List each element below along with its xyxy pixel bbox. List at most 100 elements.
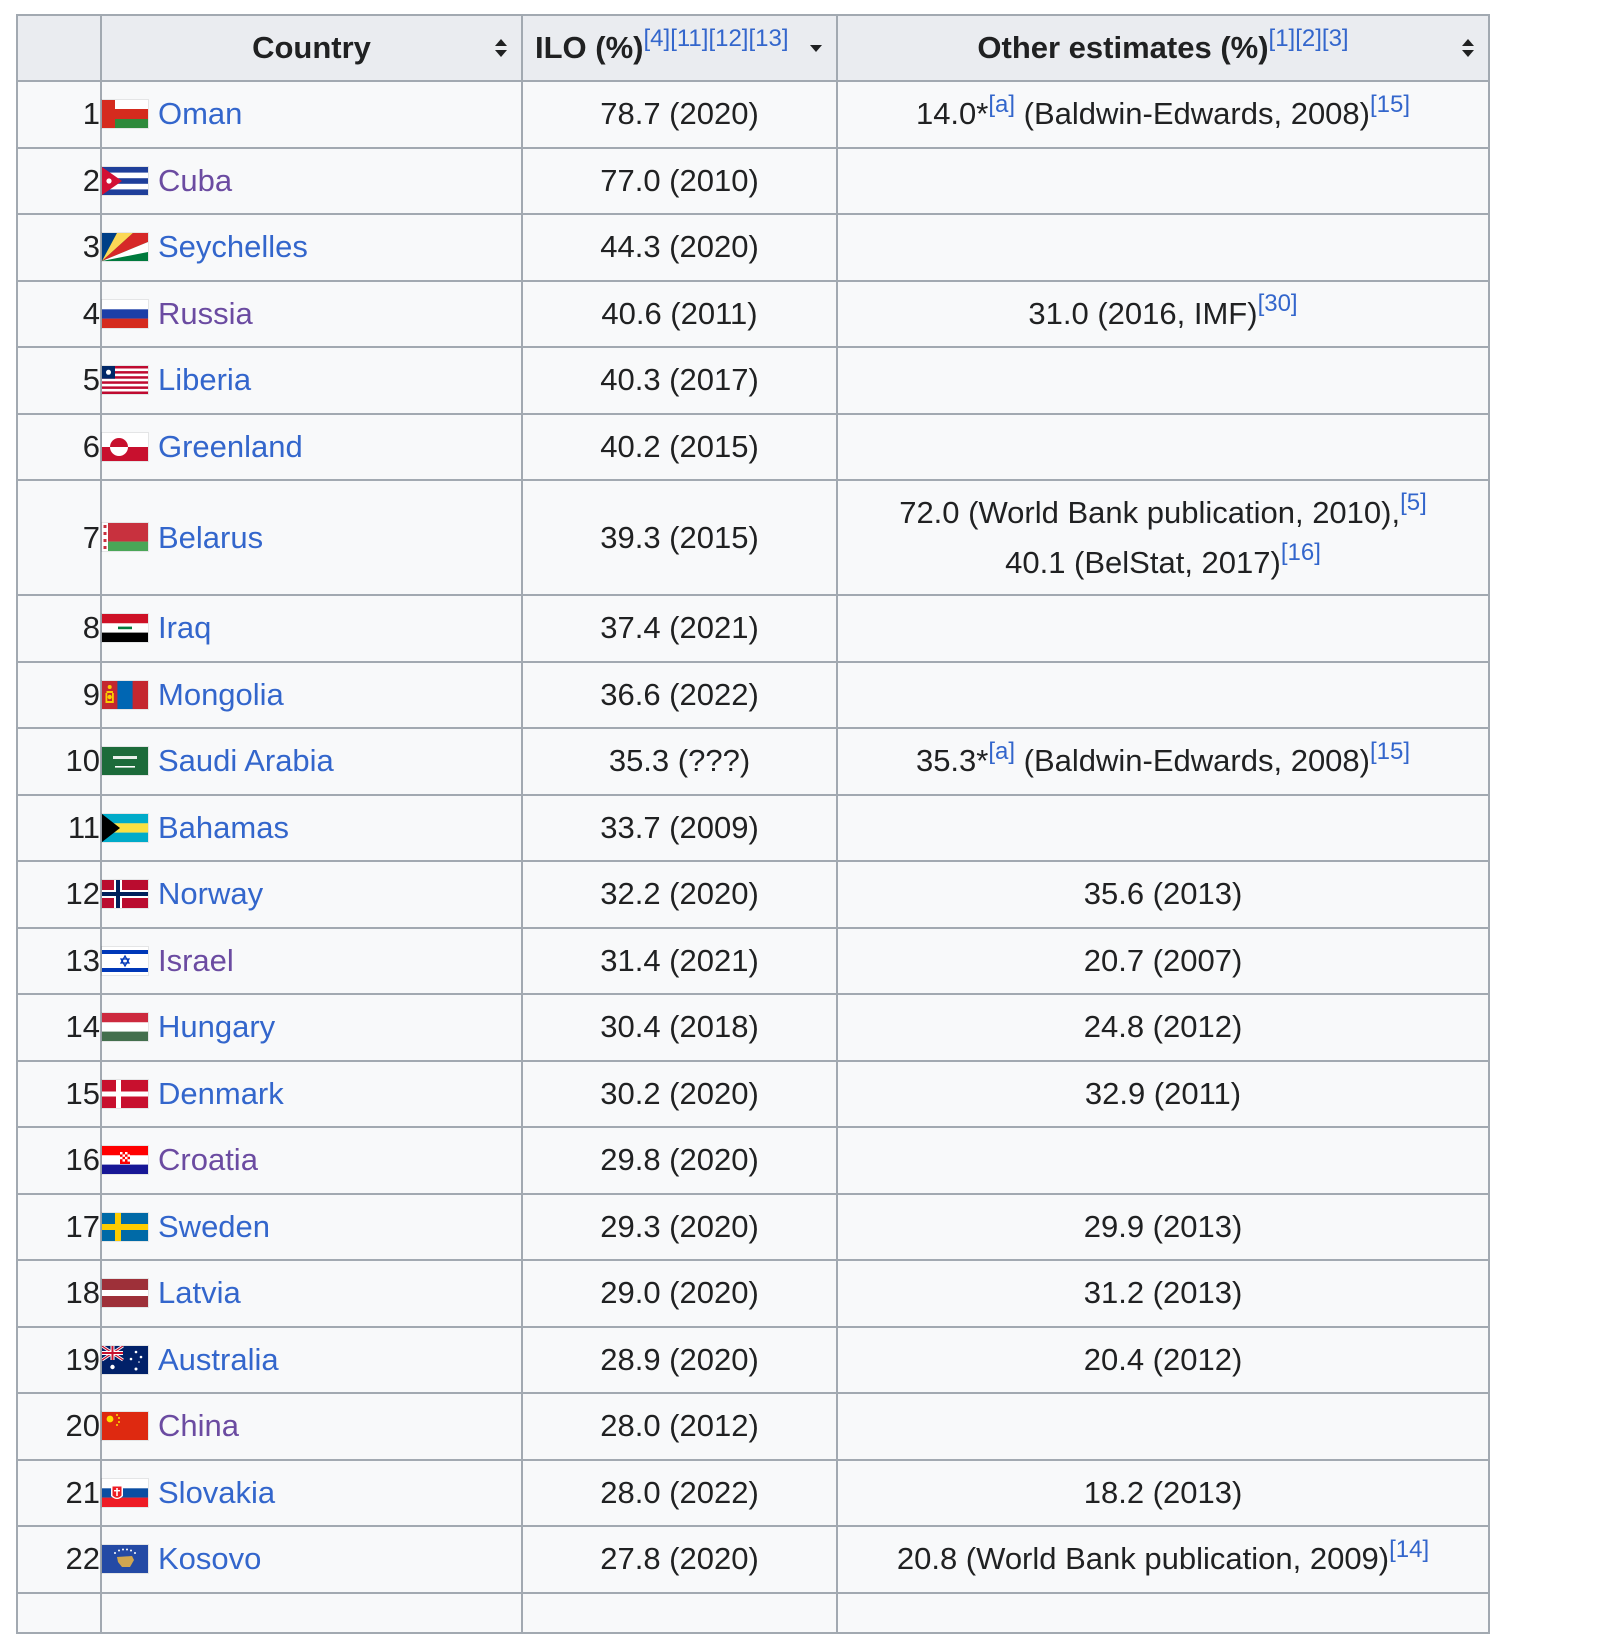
estimate-text: 18.2 (2013) bbox=[1083, 1474, 1243, 1510]
slovakia-flag-icon bbox=[102, 1478, 148, 1507]
ref-link[interactable]: [16] bbox=[1280, 539, 1321, 567]
estimate-text: 20.7 (2007) bbox=[1083, 942, 1243, 978]
reference-marker: [30] bbox=[1258, 290, 1298, 317]
ilo-value-cell: 40.6 (2011) bbox=[521, 279, 838, 348]
country-cell: Slovakia bbox=[100, 1458, 523, 1527]
country-link[interactable]: Saudi Arabia bbox=[158, 743, 334, 779]
israel-flag-icon bbox=[102, 946, 148, 975]
iraq-flag-icon bbox=[102, 614, 148, 643]
ilo-value-cell: 29.0 (2020) bbox=[521, 1259, 838, 1328]
rank-cell: 6 bbox=[16, 412, 102, 481]
ref-link[interactable]: [13] bbox=[748, 24, 789, 52]
country-link[interactable]: Liberia bbox=[158, 362, 252, 398]
ilo-value-cell: 40.2 (2015) bbox=[521, 412, 838, 481]
country-link[interactable]: Belarus bbox=[158, 519, 264, 555]
table-row: 19 Australia 28.9 (2020) 20.4 (2012) bbox=[16, 1325, 1490, 1394]
country-link[interactable]: Oman bbox=[158, 96, 243, 132]
rank-cell: 14 bbox=[16, 993, 102, 1062]
bahamas-flag-icon bbox=[102, 813, 148, 842]
country-cell: Seychelles bbox=[100, 213, 523, 282]
country-cell: Israel bbox=[100, 926, 523, 995]
country-link[interactable]: Sweden bbox=[158, 1208, 271, 1244]
russia-flag-icon bbox=[102, 299, 148, 328]
country-link[interactable]: Mongolia bbox=[158, 676, 284, 712]
rank-cell: 13 bbox=[16, 926, 102, 995]
country-link[interactable]: China bbox=[158, 1408, 239, 1444]
other-estimates-cell: 24.8 (2012) bbox=[836, 993, 1490, 1062]
rank-cell: 4 bbox=[16, 279, 102, 348]
other-estimates-header-label: Other estimates (%) bbox=[977, 30, 1269, 65]
country-link[interactable]: Slovakia bbox=[158, 1474, 276, 1510]
ilo-value-cell: 32.2 (2020) bbox=[521, 860, 838, 929]
sort-both-icon[interactable] bbox=[493, 37, 509, 59]
country-cell: Hungary bbox=[100, 993, 523, 1062]
australia-flag-icon bbox=[102, 1345, 148, 1374]
norway-flag-icon bbox=[102, 880, 148, 909]
country-link[interactable]: Latvia bbox=[158, 1275, 241, 1311]
country-header[interactable]: Country bbox=[100, 14, 523, 82]
ilo-header[interactable]: ILO (%)[4][11][12][13] bbox=[521, 14, 838, 82]
country-cell: Latvia bbox=[100, 1259, 523, 1328]
table-row: 8 Iraq 37.4 (2021) bbox=[16, 594, 1490, 663]
rank-header bbox=[16, 14, 102, 82]
country-link[interactable]: Bahamas bbox=[158, 809, 289, 845]
table-row: 12 Norway 32.2 (2020) 35.6 (2013) bbox=[16, 860, 1490, 929]
country-link[interactable]: Russia bbox=[158, 295, 253, 331]
country-link[interactable]: Kosovo bbox=[158, 1541, 262, 1577]
country-cell: Croatia bbox=[100, 1126, 523, 1195]
sweden-flag-icon bbox=[102, 1212, 148, 1241]
ref-link[interactable]: [1] bbox=[1268, 24, 1296, 52]
country-cell: Norway bbox=[100, 860, 523, 929]
country-link[interactable]: Australia bbox=[158, 1341, 279, 1377]
ref-link[interactable]: [3] bbox=[1321, 24, 1349, 52]
country-link[interactable]: Norway bbox=[158, 876, 264, 912]
liberia-flag-icon bbox=[102, 366, 148, 395]
estimate-text: 14.0* bbox=[915, 96, 989, 132]
sort-both-icon[interactable] bbox=[1460, 37, 1476, 59]
country-link[interactable]: Croatia bbox=[158, 1142, 258, 1178]
country-cell: Sweden bbox=[100, 1192, 523, 1261]
other-estimates-header[interactable]: Other estimates (%)[1][2][3] bbox=[836, 14, 1490, 82]
kosovo-flag-icon bbox=[102, 1545, 148, 1574]
empty-cell bbox=[100, 1591, 523, 1634]
belarus-flag-icon bbox=[102, 523, 148, 552]
rank-cell: 21 bbox=[16, 1458, 102, 1527]
seychelles-flag-icon bbox=[102, 233, 148, 262]
ref-link[interactable]: [11] bbox=[670, 24, 709, 52]
other-estimates-cell: 32.9 (2011) bbox=[836, 1059, 1490, 1128]
ref-link[interactable]: [14] bbox=[1389, 1535, 1430, 1563]
reference-marker: [16] bbox=[1281, 539, 1321, 566]
country-cell: Bahamas bbox=[100, 793, 523, 862]
ref-link[interactable]: [5] bbox=[1400, 489, 1427, 517]
other-estimates-cell bbox=[836, 1392, 1490, 1461]
ref-link[interactable]: [2] bbox=[1295, 24, 1322, 52]
table-row: 21 Slovakia 28.0 (2022) 18.2 (2013) bbox=[16, 1458, 1490, 1527]
empty-cell bbox=[836, 1591, 1490, 1634]
other-estimates-cell: 20.4 (2012) bbox=[836, 1325, 1490, 1394]
ref-link[interactable]: [4] bbox=[643, 24, 671, 52]
ref-link[interactable]: [a] bbox=[988, 90, 1016, 118]
rank-cell: 8 bbox=[16, 594, 102, 663]
country-link[interactable]: Hungary bbox=[158, 1009, 276, 1045]
reference-marker: [a] bbox=[988, 91, 1015, 118]
ref-link[interactable]: [15] bbox=[1370, 737, 1411, 765]
table-row-partial bbox=[16, 1591, 1490, 1634]
country-link[interactable]: Seychelles bbox=[158, 229, 308, 265]
country-link[interactable]: Israel bbox=[158, 942, 234, 978]
country-cell: Denmark bbox=[100, 1059, 523, 1128]
country-link[interactable]: Denmark bbox=[158, 1075, 284, 1111]
ref-link[interactable]: [12] bbox=[708, 24, 749, 52]
country-link[interactable]: Greenland bbox=[158, 428, 303, 464]
rank-cell: 17 bbox=[16, 1192, 102, 1261]
country-cell: Saudi Arabia bbox=[100, 727, 523, 796]
sort-descending-icon[interactable] bbox=[808, 37, 824, 59]
country-link[interactable]: Iraq bbox=[158, 610, 212, 646]
denmark-flag-icon bbox=[102, 1079, 148, 1108]
ref-link[interactable]: [a] bbox=[988, 737, 1016, 765]
ilo-value-cell: 78.7 (2020) bbox=[521, 80, 838, 149]
other-estimates-cell: 14.0*[a] (Baldwin-Edwards, 2008)[15] bbox=[836, 80, 1490, 149]
country-link[interactable]: Cuba bbox=[158, 162, 233, 198]
ref-link[interactable]: [15] bbox=[1370, 90, 1411, 118]
ref-link[interactable]: [30] bbox=[1257, 290, 1298, 318]
ilo-value-cell: 44.3 (2020) bbox=[521, 213, 838, 282]
